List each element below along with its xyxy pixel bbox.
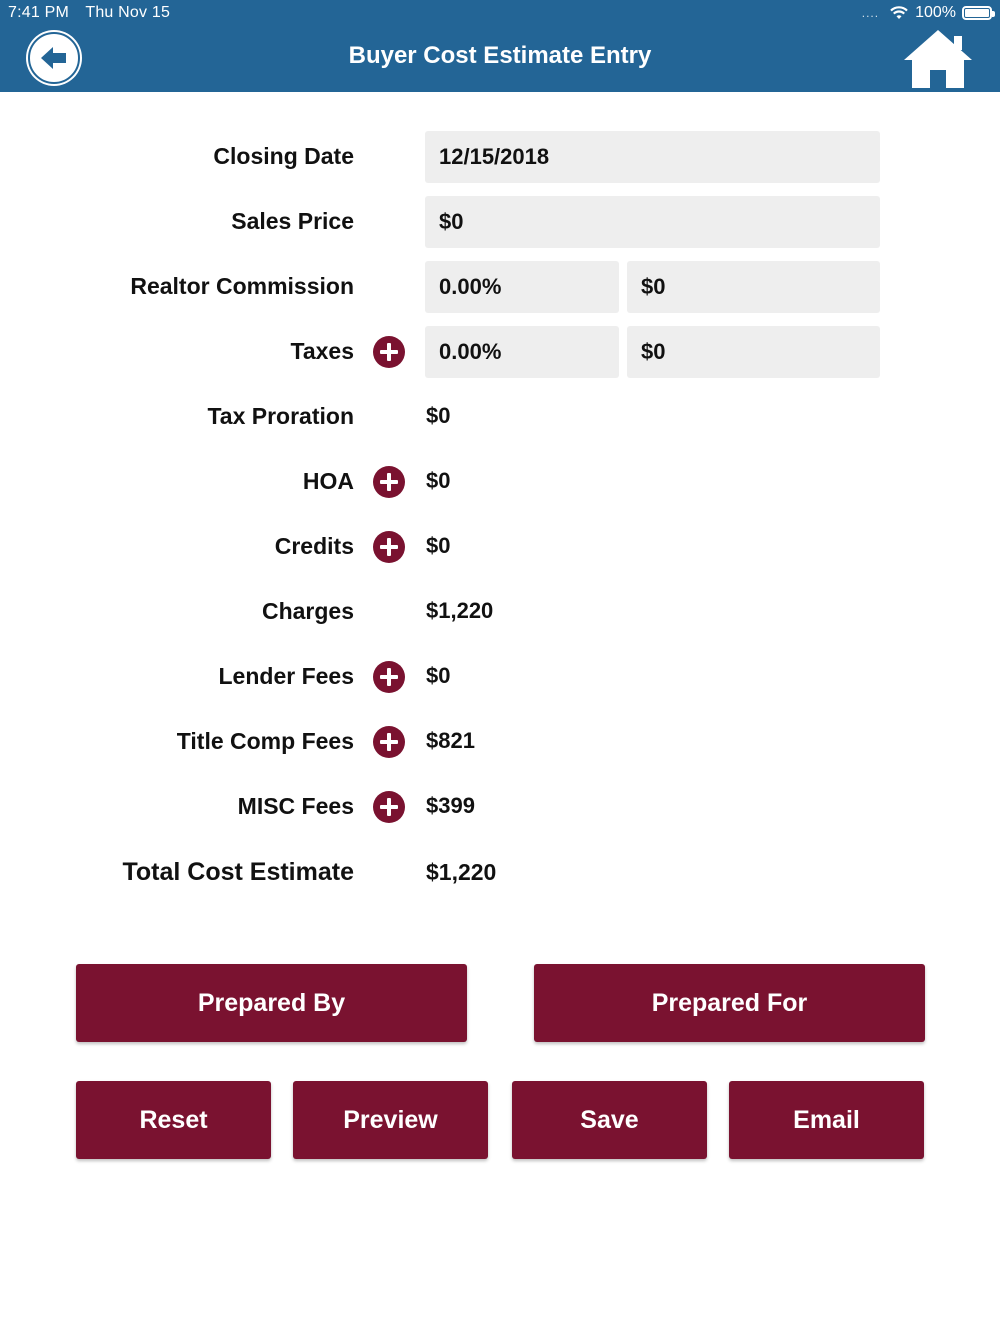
total-cost-estimate-label: Total Cost Estimate: [122, 858, 354, 886]
realtor-commission-percent-field[interactable]: 0.00%: [425, 261, 619, 313]
signal-dots: ....: [861, 6, 880, 20]
status-time: 7:41 PM: [8, 4, 69, 21]
misc-fees-value: $399: [426, 793, 475, 818]
sales-price-field[interactable]: $0: [425, 196, 880, 248]
status-bar-right: .... 100%: [861, 4, 995, 22]
status-bar-left: 7:41 PM Thu Nov 15: [8, 4, 182, 22]
reset-button[interactable]: Reset: [76, 1081, 271, 1159]
closing-date-label: Closing Date: [213, 143, 354, 169]
page-title: Buyer Cost Estimate Entry: [348, 42, 652, 69]
misc-fees-add-button[interactable]: [373, 791, 405, 823]
tax-proration-value: $0: [426, 403, 451, 428]
misc-fees-label: MISC Fees: [237, 793, 354, 819]
prepared-for-button[interactable]: Prepared For: [534, 964, 925, 1042]
taxes-percent-field[interactable]: 0.00%: [425, 326, 619, 378]
charges-label: Charges: [261, 598, 354, 624]
battery-icon: [962, 6, 995, 20]
top-bar: 7:41 PM Thu Nov 15 .... 100% Buyer Cost …: [0, 0, 1000, 92]
email-button[interactable]: Email: [729, 1081, 924, 1159]
back-arrow-icon: [28, 32, 80, 84]
preview-button[interactable]: Preview: [293, 1081, 488, 1159]
hoa-label: HOA: [302, 468, 354, 494]
home-icon: [904, 30, 972, 88]
lender-fees-label: Lender Fees: [218, 663, 355, 689]
charges-value: $1,220: [426, 598, 494, 623]
credits-add-button[interactable]: [373, 531, 405, 563]
taxes-add-button[interactable]: [373, 336, 405, 368]
home-button[interactable]: [902, 28, 974, 90]
hoa-add-button[interactable]: [373, 466, 405, 498]
battery-percent: 100%: [915, 4, 956, 21]
title-comp-fees-label: Title Comp Fees: [176, 728, 354, 754]
title-comp-fees-value: $821: [426, 728, 475, 753]
taxes-amount-field[interactable]: $0: [627, 326, 880, 378]
taxes-label: Taxes: [290, 338, 354, 364]
realtor-commission-amount-field[interactable]: $0: [627, 261, 880, 313]
back-button[interactable]: [26, 30, 82, 86]
sales-price-label: Sales Price: [231, 208, 354, 234]
credits-value: $0: [426, 533, 451, 558]
tax-proration-label: Tax Proration: [207, 403, 354, 429]
title-comp-fees-add-button[interactable]: [373, 726, 405, 758]
lender-fees-value: $0: [426, 663, 451, 688]
hoa-value: $0: [426, 468, 451, 493]
lender-fees-add-button[interactable]: [373, 661, 405, 693]
closing-date-field[interactable]: 12/15/2018: [425, 131, 880, 183]
total-cost-estimate-value: $1,220: [426, 859, 497, 885]
credits-label: Credits: [274, 533, 354, 559]
prepared-by-button[interactable]: Prepared By: [76, 964, 467, 1042]
save-button[interactable]: Save: [512, 1081, 707, 1159]
status-date: Thu Nov 15: [85, 4, 171, 21]
wifi-icon: [890, 6, 908, 19]
realtor-commission-label: Realtor Commission: [130, 273, 354, 299]
